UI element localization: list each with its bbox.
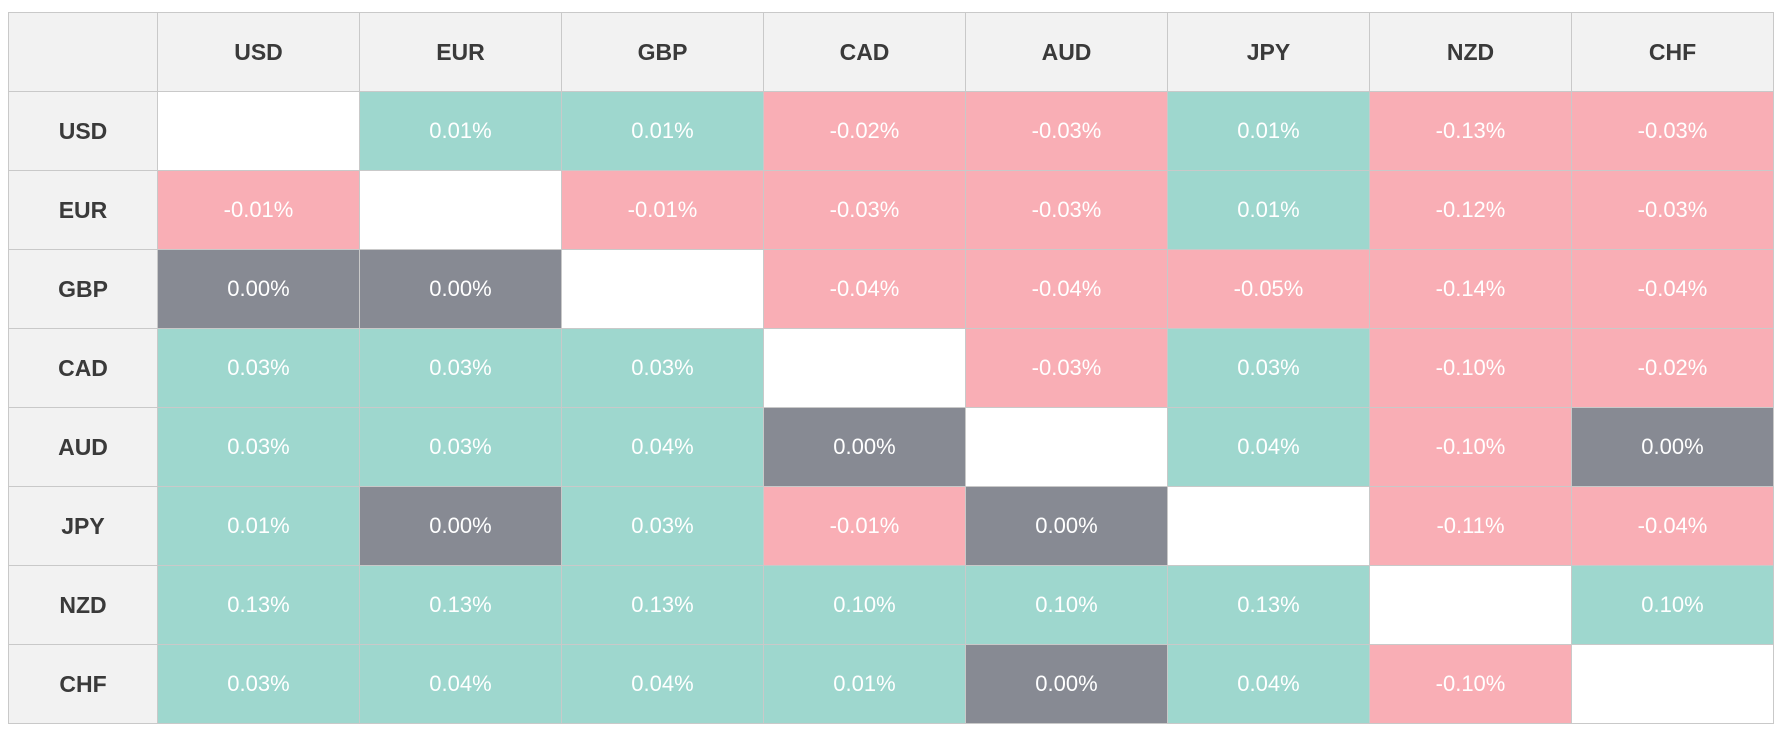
value-cell: -0.03%	[1571, 91, 1774, 171]
column-header: CHF	[1571, 12, 1774, 92]
value-cell: -0.03%	[965, 170, 1168, 250]
row-header: AUD	[8, 407, 158, 487]
value-cell: 0.03%	[359, 407, 562, 487]
currency-heatmap: USD EUR GBP CAD AUD JPY NZD CHF USD 0.01% 0.01% -0…	[8, 12, 1774, 724]
empty-cell	[965, 407, 1168, 487]
empty-cell	[1571, 644, 1774, 724]
value-cell: -0.12%	[1369, 170, 1572, 250]
column-header: EUR	[359, 12, 562, 92]
value-cell: -0.03%	[1571, 170, 1774, 250]
value-cell: -0.10%	[1369, 644, 1572, 724]
data-row: CHF 0.03% 0.04% 0.04% 0.01% 0.00% 0.04% -0.10%	[8, 644, 1774, 724]
heatmap-container: USD EUR GBP CAD AUD JPY NZD CHF USD 0.01% 0.01% -0…	[8, 12, 1774, 724]
value-cell: 0.03%	[157, 407, 360, 487]
value-cell: -0.03%	[965, 91, 1168, 171]
row-header: CHF	[8, 644, 158, 724]
empty-cell	[1369, 565, 1572, 645]
row-header: EUR	[8, 170, 158, 250]
data-row: AUD 0.03% 0.03% 0.04% 0.00% 0.04% -0.10% 0.00%	[8, 407, 1774, 487]
value-cell: 0.00%	[157, 249, 360, 329]
row-header: JPY	[8, 486, 158, 566]
row-header: NZD	[8, 565, 158, 645]
corner-cell	[8, 12, 158, 92]
value-cell: -0.02%	[763, 91, 966, 171]
value-cell: 0.01%	[359, 91, 562, 171]
value-cell: -0.01%	[561, 170, 764, 250]
value-cell: -0.03%	[763, 170, 966, 250]
value-cell: 0.03%	[157, 644, 360, 724]
value-cell: -0.04%	[1571, 249, 1774, 329]
value-cell: 0.00%	[1571, 407, 1774, 487]
value-cell: 0.10%	[763, 565, 966, 645]
value-cell: -0.04%	[763, 249, 966, 329]
empty-cell	[763, 328, 966, 408]
empty-cell	[157, 91, 360, 171]
value-cell: 0.01%	[157, 486, 360, 566]
data-row: CAD 0.03% 0.03% 0.03% -0.03% 0.03% -0.10% -0.02…	[8, 328, 1774, 408]
value-cell: -0.01%	[157, 170, 360, 250]
data-row: JPY 0.01% 0.00% 0.03% -0.01% 0.00% -0.11% -0.04…	[8, 486, 1774, 566]
empty-cell	[561, 249, 764, 329]
value-cell: 0.13%	[157, 565, 360, 645]
column-header: JPY	[1167, 12, 1370, 92]
row-header: CAD	[8, 328, 158, 408]
value-cell: 0.04%	[359, 644, 562, 724]
value-cell: 0.10%	[1571, 565, 1774, 645]
row-header: GBP	[8, 249, 158, 329]
value-cell: -0.05%	[1167, 249, 1370, 329]
value-cell: -0.10%	[1369, 328, 1572, 408]
value-cell: 0.00%	[359, 486, 562, 566]
value-cell: -0.01%	[763, 486, 966, 566]
value-cell: 0.04%	[1167, 644, 1370, 724]
header-row: USD EUR GBP CAD AUD JPY NZD CHF	[8, 12, 1774, 92]
value-cell: 0.01%	[561, 91, 764, 171]
data-row: GBP 0.00% 0.00% -0.04% -0.04% -0.05% -0.14% -0.…	[8, 249, 1774, 329]
value-cell: 0.03%	[561, 486, 764, 566]
empty-cell	[359, 170, 562, 250]
value-cell: -0.14%	[1369, 249, 1572, 329]
value-cell: 0.10%	[965, 565, 1168, 645]
value-cell: 0.03%	[157, 328, 360, 408]
value-cell: -0.02%	[1571, 328, 1774, 408]
row-header: USD	[8, 91, 158, 171]
value-cell: -0.11%	[1369, 486, 1572, 566]
data-row: EUR -0.01% -0.01% -0.03% -0.03% 0.01% -0.12% -0…	[8, 170, 1774, 250]
value-cell: 0.04%	[1167, 407, 1370, 487]
data-row: USD 0.01% 0.01% -0.02% -0.03% 0.01% -0.13% -0.0…	[8, 91, 1774, 171]
value-cell: 0.00%	[965, 486, 1168, 566]
value-cell: 0.04%	[561, 644, 764, 724]
value-cell: 0.04%	[561, 407, 764, 487]
column-header: NZD	[1369, 12, 1572, 92]
value-cell: -0.04%	[965, 249, 1168, 329]
column-header: GBP	[561, 12, 764, 92]
column-header: USD	[157, 12, 360, 92]
value-cell: 0.13%	[1167, 565, 1370, 645]
value-cell: 0.03%	[1167, 328, 1370, 408]
value-cell: -0.03%	[965, 328, 1168, 408]
value-cell: 0.00%	[763, 407, 966, 487]
value-cell: 0.00%	[965, 644, 1168, 724]
data-row: NZD 0.13% 0.13% 0.13% 0.10% 0.10% 0.13% 0.10%	[8, 565, 1774, 645]
value-cell: -0.10%	[1369, 407, 1572, 487]
value-cell: 0.01%	[1167, 91, 1370, 171]
value-cell: -0.04%	[1571, 486, 1774, 566]
column-header: CAD	[763, 12, 966, 92]
value-cell: 0.03%	[359, 328, 562, 408]
value-cell: 0.13%	[561, 565, 764, 645]
value-cell: 0.01%	[1167, 170, 1370, 250]
value-cell: 0.00%	[359, 249, 562, 329]
value-cell: 0.13%	[359, 565, 562, 645]
column-header: AUD	[965, 12, 1168, 92]
value-cell: 0.01%	[763, 644, 966, 724]
value-cell: 0.03%	[561, 328, 764, 408]
empty-cell	[1167, 486, 1370, 566]
value-cell: -0.13%	[1369, 91, 1572, 171]
